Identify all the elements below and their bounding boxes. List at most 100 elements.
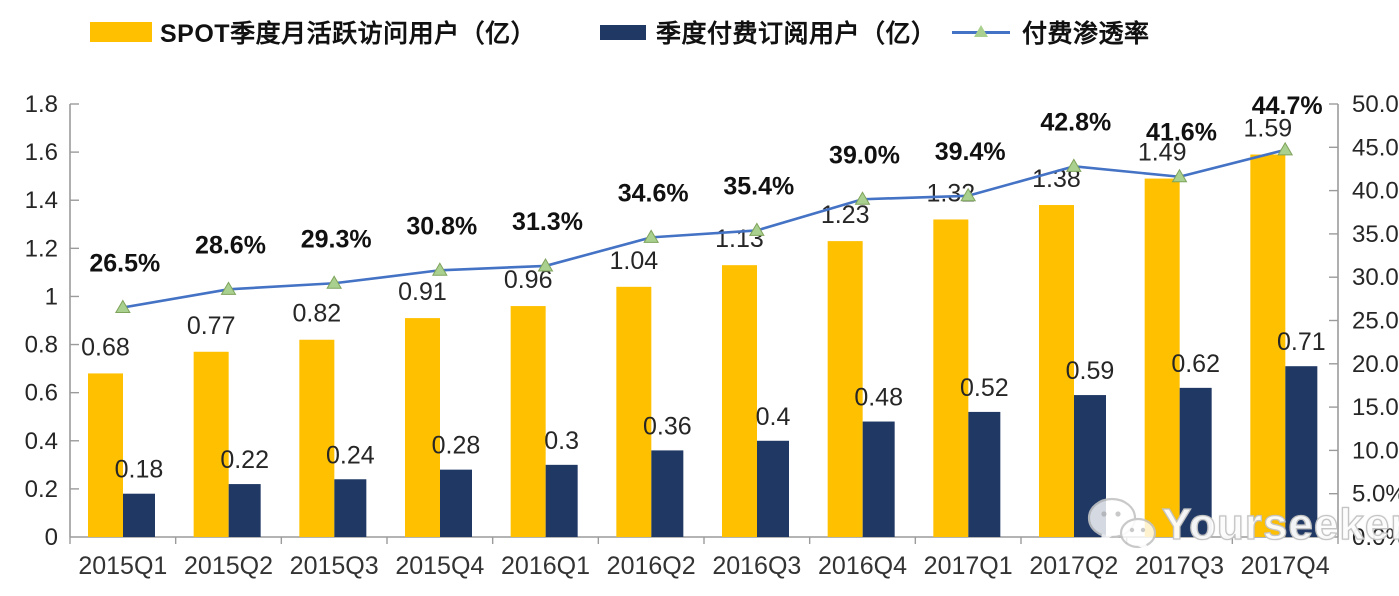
x-axis-label: 2017Q2 (1029, 552, 1118, 580)
line-marker-2016Q3 (748, 222, 765, 236)
bar-mau-value-label: 1.23 (821, 201, 870, 229)
right-axis-tick-label: 40.0% (1352, 178, 1399, 205)
right-axis-tick-label: 15.0% (1352, 394, 1399, 421)
bar-mau-value-label: 1.04 (609, 247, 658, 275)
bar-mau-2015Q4 (405, 318, 440, 537)
penetration-pct-label: 35.4% (723, 172, 794, 200)
right-axis-tick-label: 30.0% (1352, 264, 1399, 291)
x-axis-label: 2016Q3 (712, 552, 801, 580)
penetration-pct-label: 28.6% (195, 231, 266, 259)
penetration-pct-label: 30.8% (406, 212, 477, 240)
bar-mau-2016Q2 (616, 286, 652, 537)
penetration-pct-label: 29.3% (301, 225, 372, 253)
legend-item-mau: SPOT季度月活跃访问用户（亿） (90, 14, 536, 50)
right-axis-tick-label: 50.0% (1352, 91, 1399, 118)
right-axis-tick-label: 25.0% (1352, 308, 1399, 335)
bar-subs-2017Q3 (1179, 387, 1212, 537)
line-marker-2017Q2 (1065, 158, 1082, 172)
x-axis-label: 2016Q1 (501, 552, 590, 580)
left-axis-tick-label: 0.8 (25, 332, 58, 359)
right-axis-tick-label: 20.0% (1352, 351, 1399, 378)
watermark-text: Yourseeker (1161, 499, 1399, 549)
bar-subs-2017Q4 (1285, 366, 1318, 537)
left-axis-tick-label: 1.2 (25, 235, 58, 262)
line-marker-2016Q2 (643, 229, 660, 243)
penetration-pct-label: 31.3% (512, 208, 583, 236)
bar-subs-value-label: 0.48 (854, 384, 903, 412)
bar-mau-2017Q3 (1144, 178, 1180, 538)
x-axis-label: 2015Q1 (78, 552, 167, 580)
bar-subs-value-label: 0.18 (115, 456, 164, 484)
left-axis-tick-label: 1.6 (25, 139, 58, 166)
left-axis-tick-label: 1.4 (25, 187, 58, 214)
bar-subs-value-label: 0.52 (960, 374, 1009, 402)
bar-mau-value-label: 1.59 (1243, 115, 1292, 143)
triangle-marker-icon (974, 25, 988, 37)
x-axis-label: 2016Q2 (607, 552, 696, 580)
bar-subs-2016Q3 (757, 440, 789, 537)
x-axis-label: 2015Q3 (290, 552, 379, 580)
left-axis-tick-label: 0 (45, 524, 58, 551)
bar-mau-2016Q4 (827, 241, 863, 537)
bar-mau-value-label: 0.82 (292, 300, 341, 328)
bar-subs-value-label: 0.4 (756, 403, 791, 431)
bar-subs-value-label: 0.28 (432, 432, 481, 460)
penetration-pct-label: 42.8% (1040, 108, 1111, 136)
x-axis-label: 2017Q3 (1135, 552, 1224, 580)
x-axis-label: 2015Q4 (395, 552, 484, 580)
bar-subs-value-label: 0.71 (1277, 328, 1326, 356)
watermark: Yourseeker (1086, 494, 1399, 556)
right-axis-tick-label: 5.0% (1352, 481, 1399, 508)
penetration-pct-label: 26.5% (89, 250, 160, 278)
line-marker-2017Q3 (1171, 168, 1188, 183)
bar-subs-value-label: 0.62 (1171, 350, 1220, 378)
bar-subs-value-label: 0.36 (643, 412, 692, 440)
x-axis-label: 2017Q4 (1241, 552, 1330, 580)
penetration-pct-label: 44.7% (1252, 92, 1323, 120)
legend-swatch-mau (90, 22, 152, 42)
bar-subs-2016Q4 (862, 421, 895, 537)
right-axis-tick-label: 10.0% (1352, 437, 1399, 464)
bar-mau-value-label: 0.77 (187, 312, 236, 340)
bar-mau-2017Q1 (933, 219, 969, 537)
line-marker-2015Q3 (326, 275, 343, 289)
left-axis-tick-label: 1.8 (25, 91, 58, 118)
bar-subs-value-label: 0.3 (544, 427, 579, 455)
bar-subs-2015Q1 (123, 493, 155, 537)
legend-label-mau: SPOT季度月活跃访问用户（亿） (160, 20, 537, 48)
left-axis-tick-label: 0.4 (25, 428, 58, 455)
penetration-pct-label: 41.6% (1146, 119, 1217, 147)
x-axis-label: 2017Q1 (924, 552, 1013, 580)
bar-subs-2015Q3 (334, 479, 367, 537)
line-marker-2017Q1 (960, 187, 977, 202)
bar-mau-2016Q1 (510, 306, 546, 537)
bar-subs-2015Q4 (440, 469, 472, 537)
bar-subs-2015Q2 (228, 484, 261, 537)
wechat-icon (1087, 497, 1157, 552)
line-marker-2016Q1 (537, 257, 554, 272)
bar-subs-2017Q1 (968, 411, 1001, 537)
bar-mau-2017Q2 (1039, 205, 1074, 538)
left-axis-tick-label: 0.6 (25, 380, 58, 407)
bar-subs-value-label: 0.59 (1066, 357, 1115, 385)
line-marker-2015Q4 (431, 262, 448, 276)
right-axis-tick-label: 0.0% (1352, 524, 1399, 551)
line-marker-2017Q4 (1277, 141, 1294, 156)
penetration-pct-label: 39.0% (829, 141, 900, 169)
penetration-line (122, 148, 1286, 309)
line-marker-2015Q1 (114, 299, 131, 314)
left-axis-tick-label: 1 (45, 283, 58, 310)
legend-item-subs: 季度付费订阅用户（亿） (600, 14, 937, 50)
bar-subs-value-label: 0.22 (220, 446, 269, 474)
bar-mau-value-label: 1.49 (1138, 139, 1187, 167)
legend-line-marker (952, 22, 1010, 42)
line-marker-2015Q2 (220, 281, 237, 295)
bar-mau-2015Q1 (88, 373, 123, 537)
line-marker-2016Q4 (854, 191, 871, 205)
legend-item-penetration: 付费渗透率 (952, 14, 1150, 50)
legend-swatch-subs (600, 24, 646, 40)
right-axis-tick-label: 45.0% (1352, 134, 1399, 161)
legend-label-penetration: 付费渗透率 (1022, 20, 1150, 48)
